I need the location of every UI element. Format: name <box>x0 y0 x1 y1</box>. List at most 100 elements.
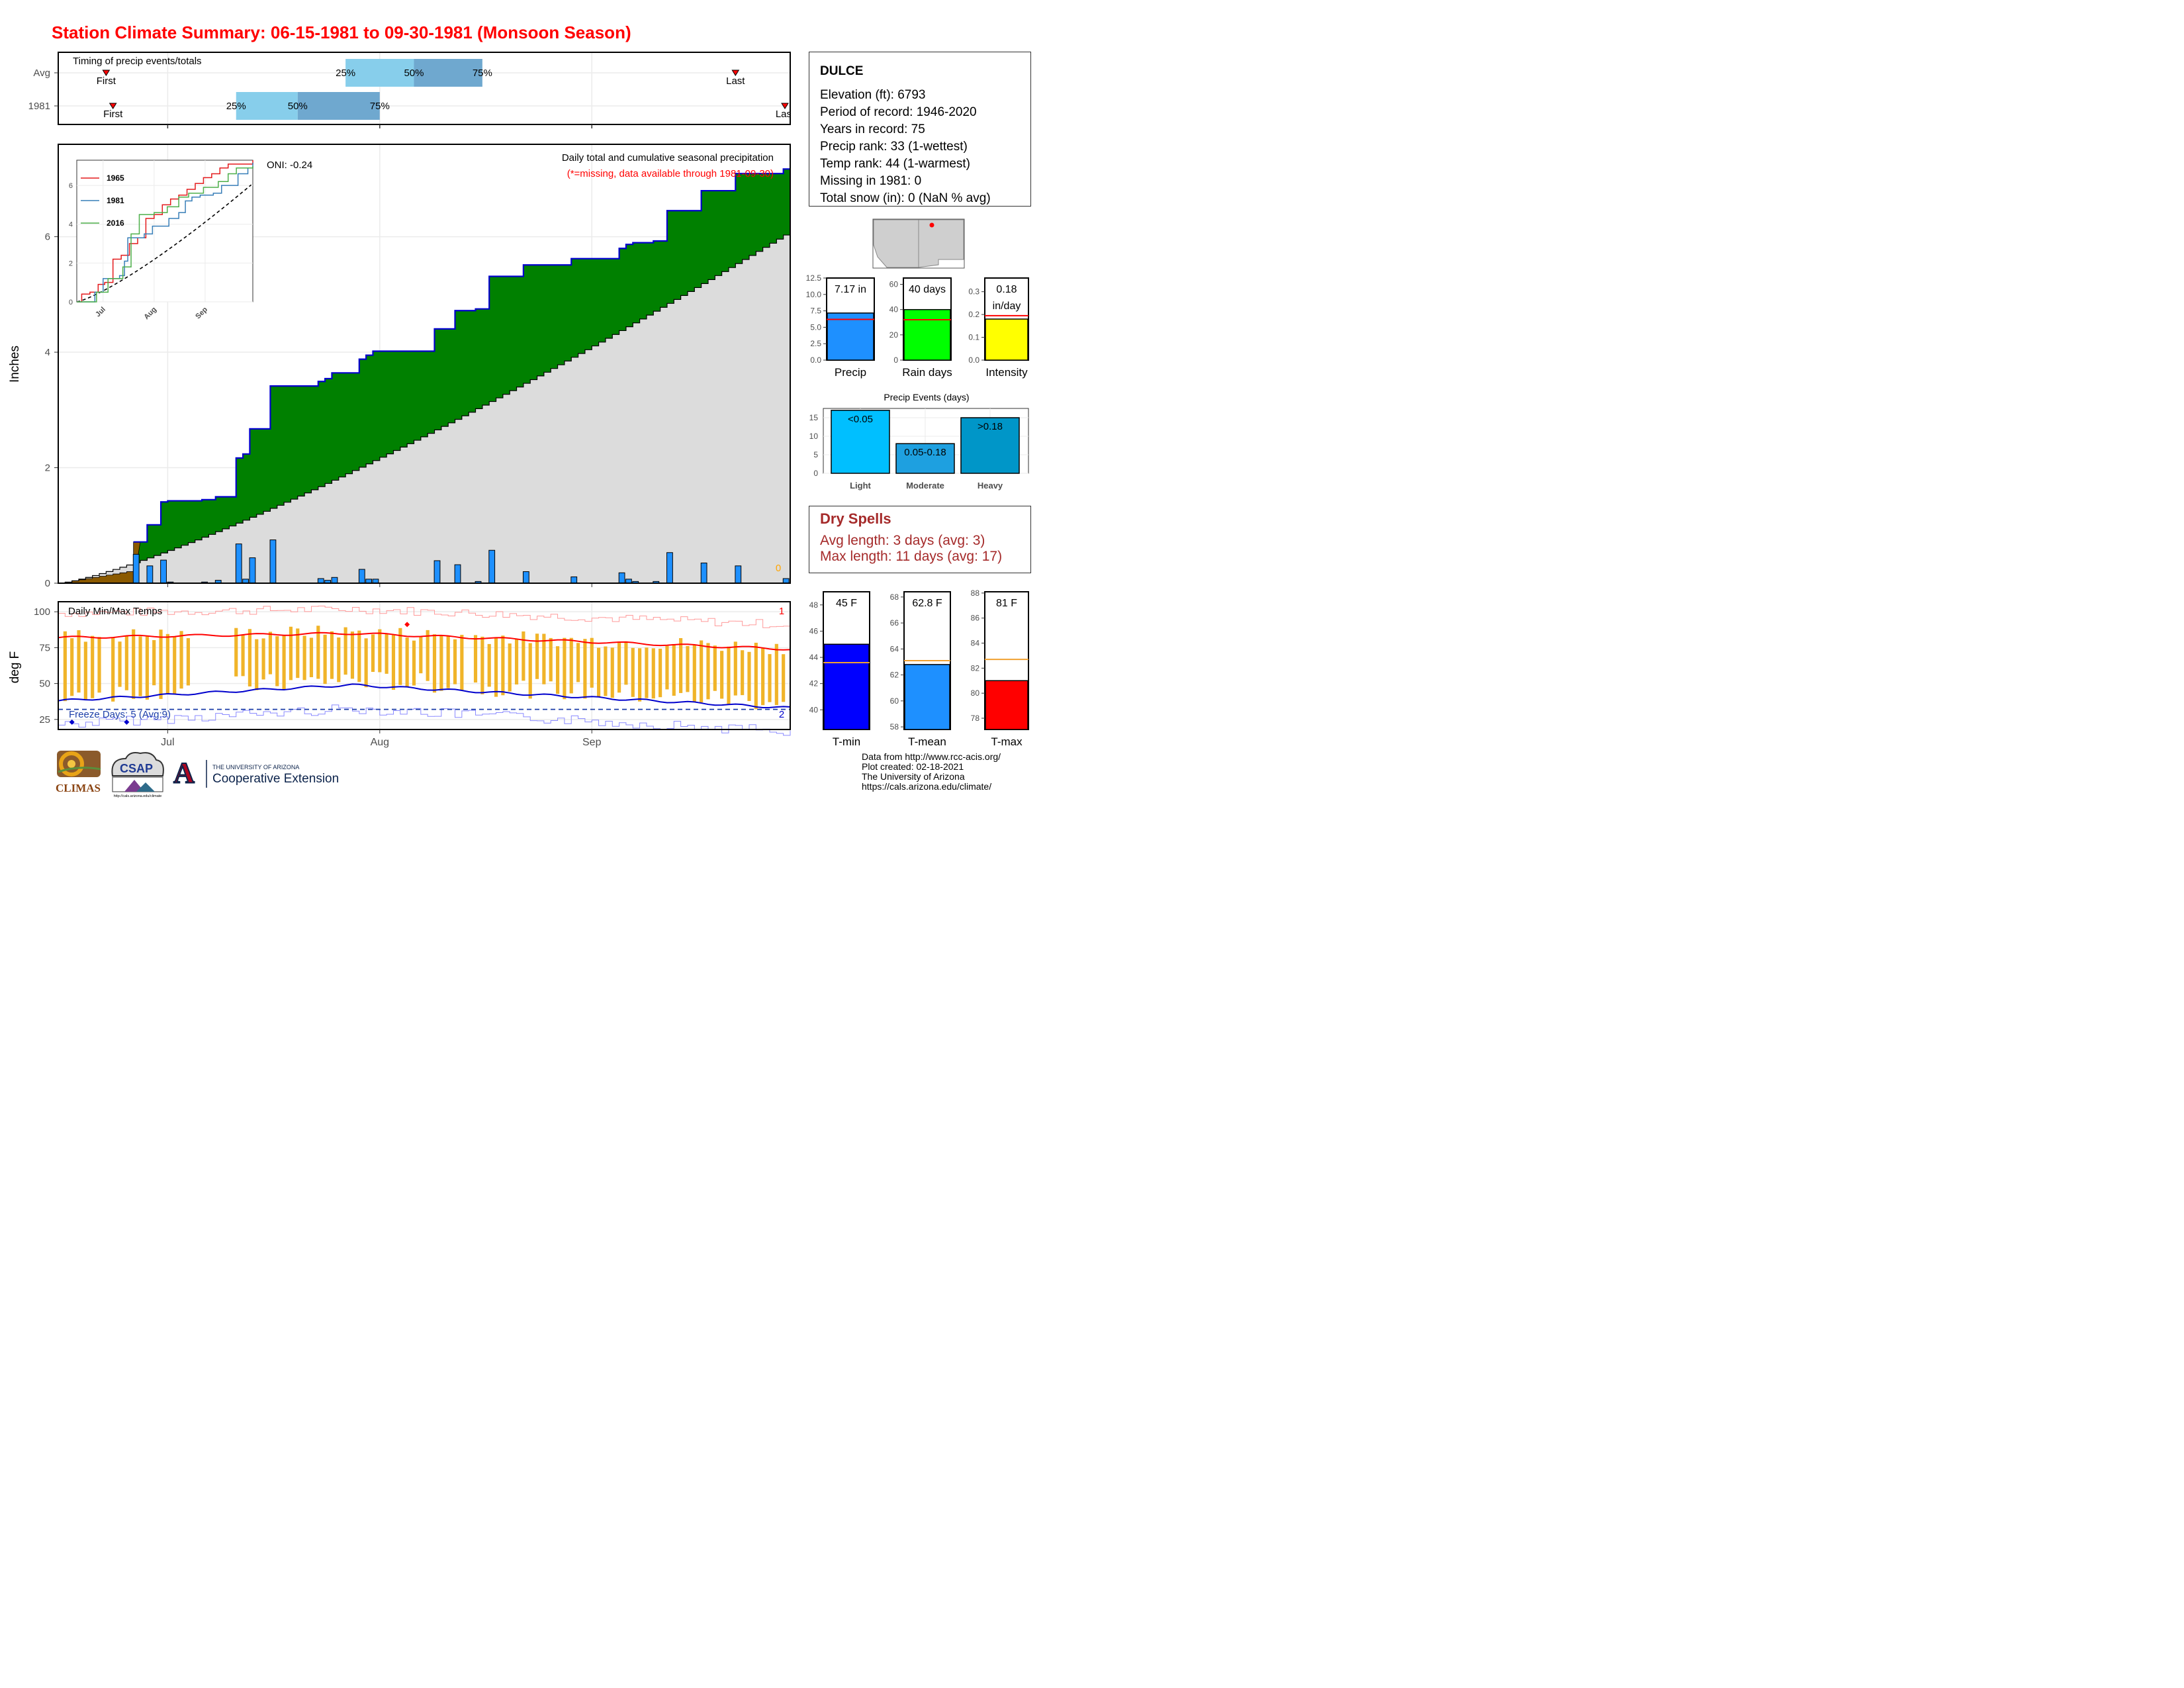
daily-temp-bar <box>713 645 717 691</box>
summary-y-tick-label: 84 <box>971 639 980 648</box>
daily-temp-bar <box>289 626 293 680</box>
x-axis-month-label: Jul <box>161 737 174 748</box>
daily-temp-bar <box>309 637 314 677</box>
summary-chart-precip_total: 0.0 2.5 5.0 7.5 10.0 12.5 7.17 in Precip <box>806 273 875 379</box>
precip-summary-bars: 0.0 2.5 5.0 7.5 10.0 12.5 7.17 in Precip 0 20 40 60… <box>806 273 1029 379</box>
daily-temp-bar <box>255 639 259 690</box>
summary-category-label: Rain days <box>902 366 952 379</box>
daily-temp-bar <box>672 643 676 696</box>
timing-title: Timing of precip events/totals <box>73 56 202 67</box>
events-bar <box>831 410 890 474</box>
above-avg-area <box>133 169 790 563</box>
daily-temp-bar <box>631 647 635 697</box>
daily-temp-bar <box>782 654 786 702</box>
first-marker <box>102 70 111 76</box>
summary-value-label: 40 days <box>909 284 946 295</box>
inset-x-tick-label: Jul <box>94 306 107 319</box>
summary-y-tick-label: 58 <box>890 722 899 731</box>
summary-bar <box>827 312 874 361</box>
station-name: DULCE <box>820 64 864 78</box>
summary-bar <box>903 308 951 361</box>
precip-chart-title: Daily total and cumulative seasonal prec… <box>562 152 774 164</box>
daily-temp-bar <box>385 633 388 674</box>
summary-y-tick-label: 48 <box>809 600 819 610</box>
summary-category-label: Intensity <box>985 366 1028 379</box>
footer-university: The University of Arizona <box>862 771 965 782</box>
daily-temp-bar <box>364 638 368 688</box>
daily-precip-bar <box>488 549 496 584</box>
daily-temp-bar <box>316 626 320 679</box>
precip-y-label: Inches <box>8 346 22 383</box>
daily-temp-bar <box>186 638 190 686</box>
summary-y-tick-label: 0.0 <box>810 355 821 365</box>
daily-temp-bar <box>706 643 710 700</box>
daily-temp-bar <box>549 637 553 682</box>
precip-panel: 0 2 4 6 Daily total and cumulative seasonal… <box>8 144 791 589</box>
daily-temp-bar <box>590 637 594 688</box>
timing-panel: 25% 50% 75% First Last 25% 50% 75% First Last Tim… <box>28 52 791 128</box>
summary-y-tick-label: 64 <box>890 644 899 653</box>
daily-precip-bar <box>160 559 167 584</box>
temp-y-tick-label: 50 <box>39 679 50 690</box>
summary-y-tick-label: 46 <box>809 626 819 635</box>
temp-panel: 25 50 75 100 Daily Min/Max Temps Freeze Day… <box>8 601 791 748</box>
timing-row-labels: Avg 1981 <box>28 68 58 112</box>
dry-spells-avg: Avg length: 3 days (avg: 3) <box>820 533 985 548</box>
footer-url: https://cals.arizona.edu/climate/ <box>862 781 992 792</box>
temp-y-tick-label: 100 <box>34 606 50 618</box>
precip-y-tick-label: 2 <box>45 463 50 474</box>
temp-y-tick-label: 75 <box>39 642 50 653</box>
daily-temp-bar <box>357 630 361 682</box>
first-label: First <box>103 109 123 120</box>
station-snow: Total snow (in): 0 (NaN % avg) <box>820 191 991 205</box>
daily-temp-bar <box>528 643 532 699</box>
last-marker <box>781 103 789 109</box>
station-info-box: DULCE Elevation (ft): 6793 Period of rec… <box>809 52 1031 207</box>
summary-y-tick-label: 40 <box>809 705 819 714</box>
summary-bar <box>985 318 1028 361</box>
daily-temp-bar <box>419 636 423 674</box>
timing-x-ticks <box>167 124 592 128</box>
dry-spells-max: Max length: 11 days (avg: 17) <box>820 549 1003 564</box>
daily-precip-bar <box>146 565 154 584</box>
daily-temp-bar <box>460 635 464 691</box>
daily-temp-bar <box>432 634 437 693</box>
daily-temp-bar <box>514 638 519 685</box>
daily-temp-bar <box>398 628 402 685</box>
csap-logo-text: CSAP <box>120 762 153 775</box>
timing-p50-label: 50% <box>288 101 308 112</box>
events-y-tick-label: 5 <box>813 450 818 459</box>
daily-temp-bar <box>473 635 478 683</box>
temp-y-ticks: 25 50 75 100 <box>34 606 58 726</box>
summary-y-tick-label: 10.0 <box>806 290 822 299</box>
missing-count: 0 <box>776 563 781 574</box>
daily-temp-bar <box>296 628 300 679</box>
daily-temp-bar <box>446 635 450 688</box>
summary-y-tick-label: 2.5 <box>810 339 821 348</box>
last-label: Last <box>726 75 745 87</box>
summary-y-tick-label: 0.3 <box>968 287 979 297</box>
timing-p50-label: 50% <box>404 68 424 79</box>
inset-y-tick-label: 4 <box>69 221 73 229</box>
inset-legend-label: 2016 <box>107 218 124 228</box>
daily-temp-bar <box>596 647 601 698</box>
daily-temp-bar <box>754 642 758 710</box>
daily-temp-bar <box>179 631 183 689</box>
daily-temp-bar <box>501 635 505 696</box>
summary-chart-tmean_summary: 58 60 62 64 66 68 62.8 F T-mean <box>890 591 951 748</box>
timing-frame <box>58 52 791 125</box>
precip-chart-subtitle: (*=missing, data available through 1981-… <box>567 168 774 179</box>
timing-p75-label: 75% <box>473 68 492 79</box>
inset-y-tick-label: 0 <box>69 299 73 306</box>
daily-precip-bar <box>358 569 365 584</box>
daily-temp-bar <box>97 637 101 693</box>
daily-temp-bar <box>391 634 396 690</box>
daily-temp-bar <box>77 630 81 693</box>
dry-spells-title: Dry Spells <box>820 510 891 527</box>
daily-temp-bar <box>761 648 765 706</box>
summary-y-tick-label: 0.2 <box>968 310 979 319</box>
first-marker <box>109 103 117 109</box>
events-bar-label: 0.05-0.18 <box>904 447 946 458</box>
station-precip-rank: Precip rank: 33 (1-wettest) <box>820 140 968 154</box>
temp-x-ticks: Jul Aug Sep <box>161 729 602 748</box>
